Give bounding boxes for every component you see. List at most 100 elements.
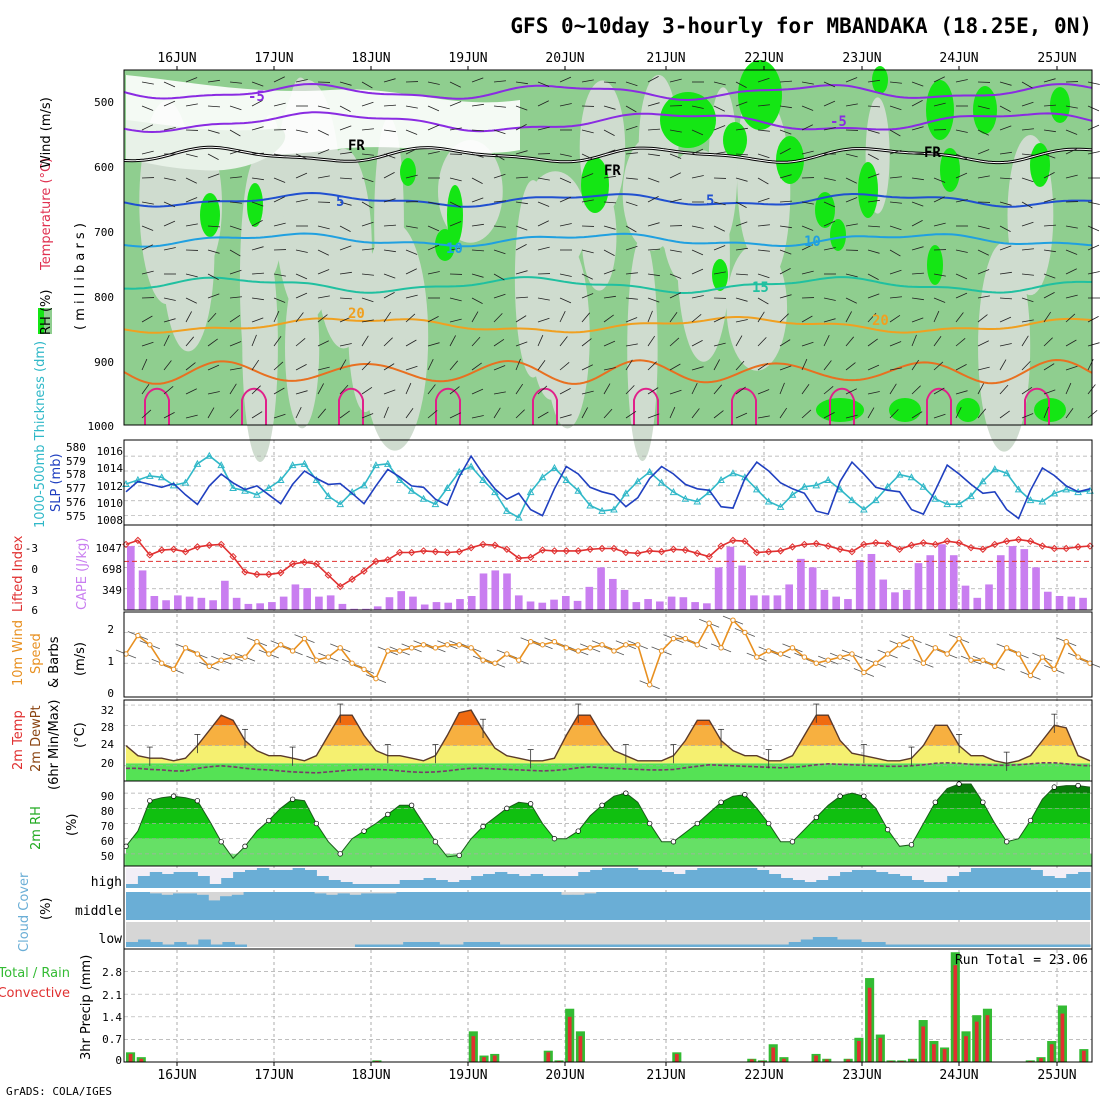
temp-line [125,709,1091,765]
cape-bar [432,602,441,610]
wind-barb [977,175,990,179]
thickness-line-point [431,500,440,508]
cloud-bar-middle [1007,892,1020,920]
wind-barb [471,249,484,252]
cloud-bar-high [851,870,865,888]
wind-barb [559,177,572,184]
wind-barb [999,384,1009,395]
cloud-bar-middle [690,892,703,920]
lifted-index-line-point [717,542,725,550]
wind-barb [251,177,264,181]
wind-barb [1087,316,1099,323]
wind-barb [625,125,638,131]
wind-barb [339,316,352,323]
cape-bar [514,595,523,610]
wind-barb [339,359,347,371]
wind-barb [185,77,198,83]
thickness-line-point [586,501,594,509]
wind-barb [361,361,371,371]
wind-barb [889,296,902,299]
thickness-line-point [193,459,202,467]
rh-moist-cell [723,122,747,158]
y-label-temp-unit: (°C) [73,722,88,748]
wind-barb [581,79,594,83]
wind-barb [823,412,835,419]
precip-convective-bar [674,1053,679,1062]
wind-barb [603,314,614,323]
wind-barb [1065,129,1078,135]
wind-barb [757,362,769,371]
wind-barb [273,102,286,107]
wind-barb [405,365,418,371]
cloud-bar-middle [725,892,738,920]
wind-barb [867,273,879,280]
wind-barb [229,367,242,371]
cloud-bar-low [150,942,163,947]
wind-speed-line-point [730,617,736,623]
thickness-line-point [574,486,583,494]
wind-barb [911,126,924,131]
isotherm-30-dome [144,387,170,425]
wind-barb [801,244,813,251]
date-label: 18JUN [351,51,390,66]
thickness-line-point [229,483,237,492]
wind-barb [845,388,857,395]
wind-barb [141,201,154,205]
cloud-bar-low [716,944,729,947]
wind-speed-line-point [956,635,962,642]
wind-barb [207,273,219,280]
cloud-bar-high [578,872,591,888]
wind-barb [185,414,198,419]
lifted-index-line-point [800,540,809,549]
wind-barb [471,177,483,184]
cloud-bar-low [812,937,826,947]
thickness-line-point [895,470,904,478]
cloud-bar-middle [596,892,609,920]
wind-barb [669,292,681,299]
cloud-bar-middle [972,892,985,920]
tick-label: 579 [66,455,86,468]
wind-barb [361,335,369,347]
wind-barb [911,385,921,395]
wind-barb [141,150,154,155]
wind-barb [955,292,968,299]
cloud-bar-middle [913,892,926,920]
cloud-bar-middle [443,892,456,920]
wind-barb [999,125,1012,131]
wind-barb [295,129,308,133]
cape-bar [291,584,300,610]
cape-bar [185,596,194,610]
wind-barb [977,340,989,347]
wind-barb [559,196,572,203]
cloud-bar-low [186,944,199,947]
wind-speed-line-point [432,645,439,651]
rh-point [789,839,796,845]
cloud-bar-middle [760,892,774,920]
wind-barb [581,364,593,371]
lifted-index-line-point [396,548,404,557]
tick-label: 800 [94,291,114,304]
y-label-2m-rh: 2m RH [29,806,44,850]
wind-barb [1043,198,1056,203]
wind-barb [251,272,264,275]
y-label-temperature: Temperature (°C) [39,158,54,271]
wind-barb [691,225,704,229]
wind-barb [999,359,1007,371]
wind-barb [823,100,836,107]
cloud-bar-low [740,944,754,947]
y-label-thickness: 1000-500mb Thickness (dm) [33,341,48,528]
cloud-bar-high [935,882,948,888]
wind-barb [779,148,791,155]
cloud-bar-low [897,944,910,947]
isotherm-20 [123,316,1093,334]
wind-barb [449,318,462,323]
surface-panels [115,440,1100,1062]
cape-bar [1043,591,1052,610]
wind-barb [141,244,153,251]
wind-barb [471,415,484,419]
wind-barb [1087,105,1100,112]
wind-barb [207,364,220,371]
cloud-bar-middle [372,893,386,920]
cape-bar [832,596,841,610]
wind-barb [757,337,767,347]
